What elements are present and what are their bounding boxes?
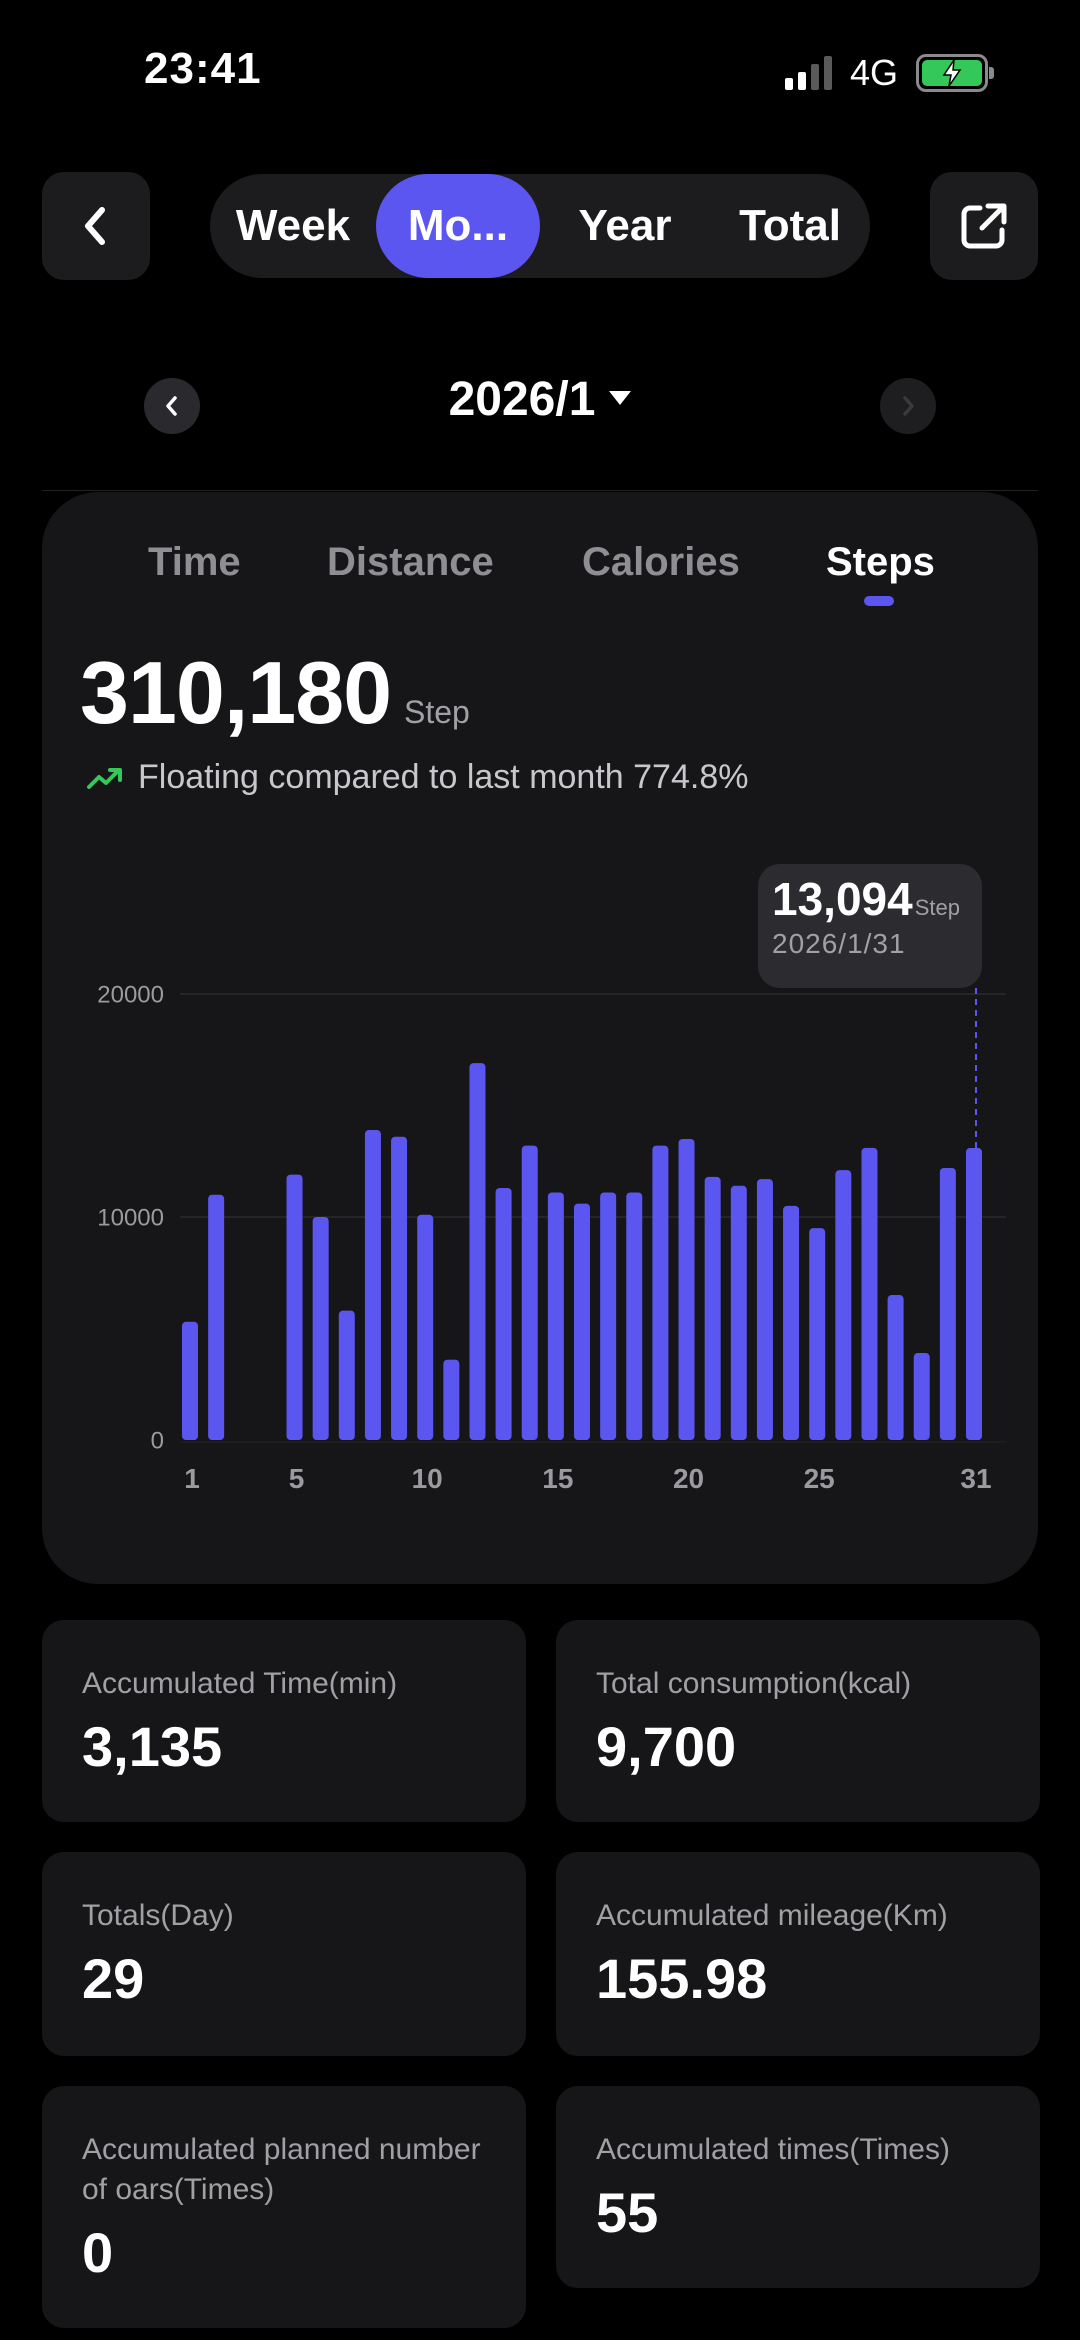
stat-value: 29 [82, 1947, 145, 2010]
stat-card-time: Accumulated Time(min) 3,135 [42, 1620, 526, 1822]
status-indicators: 4G [784, 52, 994, 94]
next-month-button[interactable] [880, 378, 936, 434]
metric-tabs: Time Distance Calories Steps [42, 540, 1038, 620]
chevron-left-icon [166, 396, 177, 416]
signal-icon [784, 56, 832, 90]
bar-day-30 [939, 1167, 956, 1440]
comparison-text: Floating compared to last month 774.8% [138, 758, 749, 796]
total-steps-value: 310,180 [80, 643, 392, 742]
chevron-left-icon [85, 207, 105, 245]
period-segmented-control[interactable]: Week Mo... Year Total [210, 174, 870, 278]
bar-day-5 [286, 1174, 303, 1440]
bar-day-7 [338, 1310, 355, 1440]
bar-day-11 [443, 1359, 460, 1440]
bar-day-24 [783, 1205, 800, 1440]
y-tick-label: 0 [151, 1427, 164, 1454]
bar-day-21 [704, 1176, 721, 1440]
tooltip-value: 13,094 [772, 873, 913, 925]
bar-day-2 [208, 1194, 225, 1440]
y-tick-label: 20000 [97, 981, 164, 1008]
month-selector: 2026/1 [0, 360, 1080, 450]
stat-label: Accumulated mileage(Km) [596, 1899, 948, 1932]
x-tick-label: 31 [960, 1463, 991, 1494]
bar-day-8 [364, 1130, 381, 1440]
tab-steps[interactable]: Steps [826, 540, 935, 584]
bar-day-29 [913, 1353, 930, 1440]
bar-day-25 [809, 1228, 826, 1440]
x-tick-label: 1 [184, 1463, 200, 1494]
bar-day-6 [312, 1217, 329, 1440]
stat-label: Accumulated planned number of oars(Times… [82, 2133, 481, 2206]
tooltip-date: 2026/1/31 [772, 928, 906, 959]
stat-value: 0 [82, 2221, 114, 2284]
bar-day-26 [835, 1170, 852, 1440]
x-tick-label: 15 [542, 1463, 573, 1494]
divider [42, 490, 1038, 491]
bar-day-20 [678, 1138, 695, 1440]
battery-icon [916, 54, 994, 92]
stat-value: 55 [596, 2181, 659, 2244]
caret-down-icon [609, 391, 632, 406]
month-label: 2026/1 [448, 373, 596, 426]
stat-card-mileage: Accumulated mileage(Km) 155.98 [556, 1852, 1040, 2056]
bar-day-27 [861, 1147, 878, 1440]
y-tick-label: 10000 [97, 1204, 164, 1231]
steps-card: Time Distance Calories Steps 310,180 Ste… [42, 492, 1038, 1584]
share-button[interactable] [930, 172, 1038, 280]
tooltip-unit: Step [914, 895, 960, 920]
stat-label: Accumulated Time(min) [82, 1667, 398, 1700]
month-comparison: Floating compared to last month 774.8% [86, 758, 748, 797]
stat-card-days: Totals(Day) 29 [42, 1852, 526, 2056]
segment-total[interactable]: Total [739, 201, 841, 250]
x-tick-label: 20 [673, 1463, 704, 1494]
chart-tooltip: 13,094Step 2026/1/31 [758, 864, 982, 988]
network-type: 4G [849, 52, 898, 93]
bar-day-1 [182, 1321, 198, 1440]
stat-card-oars: Accumulated planned number of oars(Times… [42, 2086, 526, 2328]
x-tick-label: 5 [289, 1463, 305, 1494]
tab-distance[interactable]: Distance [327, 540, 494, 584]
bar-day-13 [495, 1188, 512, 1440]
bar-day-28 [887, 1295, 904, 1440]
bar-day-22 [730, 1185, 747, 1440]
segment-week[interactable]: Week [235, 201, 351, 250]
stat-value: 9,700 [596, 1715, 737, 1778]
stat-card-times: Accumulated times(Times) 55 [556, 2086, 1040, 2288]
trend-up-icon [87, 767, 122, 789]
bar-day-15 [547, 1192, 564, 1440]
stat-card-calories: Total consumption(kcal) 9,700 [556, 1620, 1040, 1822]
bar-day-12 [469, 1063, 486, 1440]
bar-day-31 [966, 1148, 982, 1440]
total-steps-unit: Step [404, 694, 470, 730]
bar-day-23 [756, 1179, 773, 1440]
bar-day-18 [626, 1192, 643, 1440]
bar-day-9 [391, 1136, 408, 1440]
back-button[interactable] [42, 172, 150, 280]
stat-value: 3,135 [82, 1715, 223, 1778]
segment-month[interactable]: Mo... [376, 174, 540, 278]
x-tick-label: 25 [804, 1463, 835, 1494]
bar-day-17 [600, 1192, 617, 1440]
bar-day-10 [417, 1214, 434, 1440]
segment-year[interactable]: Year [578, 201, 672, 250]
tab-time[interactable]: Time [148, 540, 241, 584]
month-dropdown[interactable]: 2026/1 [0, 372, 1080, 427]
stat-label: Accumulated times(Times) [596, 2133, 950, 2166]
bar-day-19 [652, 1145, 669, 1440]
stat-value: 155.98 [596, 1947, 768, 2010]
stat-label: Totals(Day) [82, 1899, 234, 1932]
tab-calories[interactable]: Calories [582, 540, 740, 584]
share-icon [961, 203, 1007, 249]
stat-label: Total consumption(kcal) [596, 1667, 912, 1700]
prev-month-button[interactable] [144, 378, 200, 434]
chevron-right-icon [903, 396, 914, 416]
bar-day-14 [521, 1145, 538, 1440]
tab-active-indicator [864, 596, 894, 606]
bar-day-16 [574, 1203, 590, 1440]
status-time: 23:41 [144, 44, 262, 93]
x-tick-label: 10 [412, 1463, 443, 1494]
